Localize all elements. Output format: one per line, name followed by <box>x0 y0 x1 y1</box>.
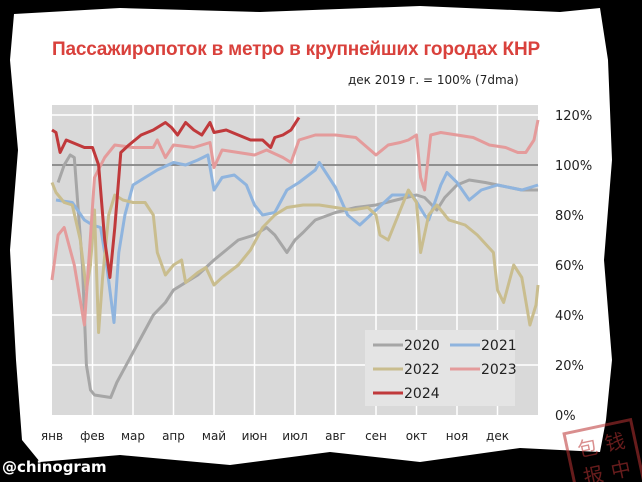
x-tick-label: янв <box>41 429 63 443</box>
y-tick-label: 120% <box>555 109 592 124</box>
x-tick-label: май <box>202 429 226 443</box>
series-line-2023 <box>50 119 540 327</box>
x-tick-label: сен <box>365 429 387 443</box>
x-tick-label: июл <box>282 429 308 443</box>
x-tick-label: фев <box>80 429 105 443</box>
x-tick-label: ноя <box>446 429 468 443</box>
legend-label-2023: 2023 <box>481 362 517 378</box>
legend-label-2020: 2020 <box>404 338 440 354</box>
svg-text:钱: 钱 <box>603 429 628 457</box>
x-tick-label: мар <box>121 429 145 443</box>
legend-label-2022: 2022 <box>404 362 440 378</box>
x-tick-label: авг <box>325 429 346 443</box>
x-tick-label: дек <box>486 429 509 443</box>
series-line-2021 <box>55 153 539 324</box>
svg-text:中: 中 <box>609 456 634 482</box>
legend-label-2021: 2021 <box>481 338 517 354</box>
series-line-2024 <box>51 116 301 279</box>
y-tick-label: 0% <box>555 409 576 424</box>
chart-subtitle: дек 2019 г. = 100% (7dma) <box>348 73 519 87</box>
y-tick-label: 60% <box>555 259 584 274</box>
watermark: @chinogram <box>2 458 107 476</box>
series-line-2022 <box>50 181 540 334</box>
stamp: 包 钱 报 中 <box>562 417 642 482</box>
x-tick-label: апр <box>162 429 185 443</box>
svg-text:包: 包 <box>575 434 600 462</box>
svg-text:报: 报 <box>581 462 606 482</box>
chart-title: Пассажиропоток в метро в крупнейших горо… <box>52 39 540 60</box>
y-tick-label: 20% <box>555 359 584 374</box>
y-tick-label: 80% <box>555 209 584 224</box>
x-tick-label: июн <box>242 429 268 443</box>
legend-label-2024: 2024 <box>404 386 440 402</box>
y-tick-label: 40% <box>555 309 584 324</box>
x-tick-label: окт <box>406 429 428 443</box>
y-tick-label: 100% <box>555 159 592 174</box>
